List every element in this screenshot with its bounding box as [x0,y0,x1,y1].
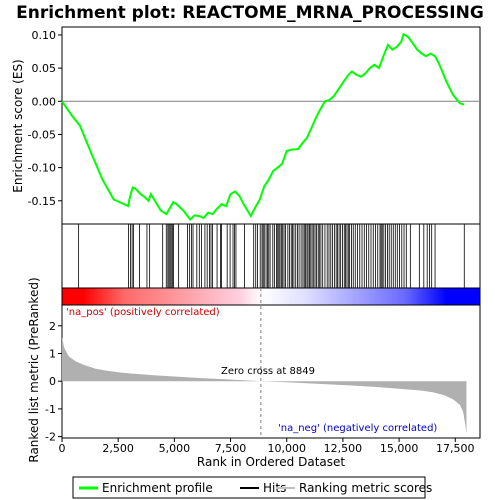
metric-panel-frame [61,304,481,439]
negative-correlated-label: 'na_neg' (negatively correlated) [278,423,437,434]
metric-y-tick-label: -2 [45,431,56,444]
x-tick-label: 7,500 [215,442,247,455]
es-y-tick-label: -0.05 [28,128,56,141]
es-y-tick-label: -0.15 [28,195,56,208]
es-panel-frame [61,26,481,225]
ranking-metric-area [62,336,467,434]
metric-y-tick-label: 2 [49,320,56,333]
chart-title: Enrichment plot: REACTOME_MRNA_PROCESSIN… [16,3,484,23]
legend-label-hits: Hits [263,481,286,495]
metric-x-ticks: 0 2,500 5,000 7,500 10,000 12,500 15,000 17,500 [59,438,475,455]
x-axis-label: Rank in Ordered Dataset [197,455,345,469]
x-tick-label: 17,500 [436,442,475,455]
es-y-tick-label: 0.05 [32,62,57,75]
metric-y-tick-label: 0 [49,375,56,388]
zero-cross-label: Zero cross at 8849 [221,366,315,377]
positive-correlated-label: 'na_pos' (positively correlated) [66,307,220,318]
rank-color-bar-rect [61,287,481,306]
es-y-axis-label: Enrichment score (ES) [11,59,25,192]
es-y-tick-label: 0.10 [32,29,57,42]
x-tick-label: 15,000 [380,442,419,455]
metric-y-tick-label: 1 [49,347,56,360]
metric-panel: 2 1 0 -1 -2 0 2,500 5,000 7,500 10,000 12,500 15,0… [27,277,481,469]
es-y-tick-label: -0.10 [28,162,56,175]
metric-y-tick-label: -1 [45,403,56,416]
x-tick-label: 0 [59,442,66,455]
rank-color-bar [61,287,481,306]
x-tick-label: 5,000 [159,442,191,455]
enrichment-profile-line [61,32,465,221]
hits-panel [61,223,481,289]
x-tick-label: 12,500 [324,442,363,455]
legend-label-enrichment-profile: Enrichment profile [102,481,213,495]
metric-y-ticks: 2 1 0 -1 -2 [45,320,62,444]
x-tick-label: 10,000 [267,442,306,455]
metric-y-axis-label: Ranked list metric (PreRanked) [27,277,41,462]
legend-label-ranking-metric: Ranking metric scores [299,481,432,495]
hits-panel-frame [61,223,481,289]
hit-lines [78,224,465,288]
es-panel: 0.10 0.05 0.00 -0.05 -0.10 -0.15 Enrichment s… [11,26,481,225]
es-y-ticks: 0.10 0.05 0.00 -0.05 -0.10 -0.15 [28,29,62,208]
x-tick-label: 2,500 [102,442,134,455]
legend: Enrichment profile Hits Ranking metric s… [72,476,432,499]
es-y-tick-label: 0.00 [32,95,57,108]
